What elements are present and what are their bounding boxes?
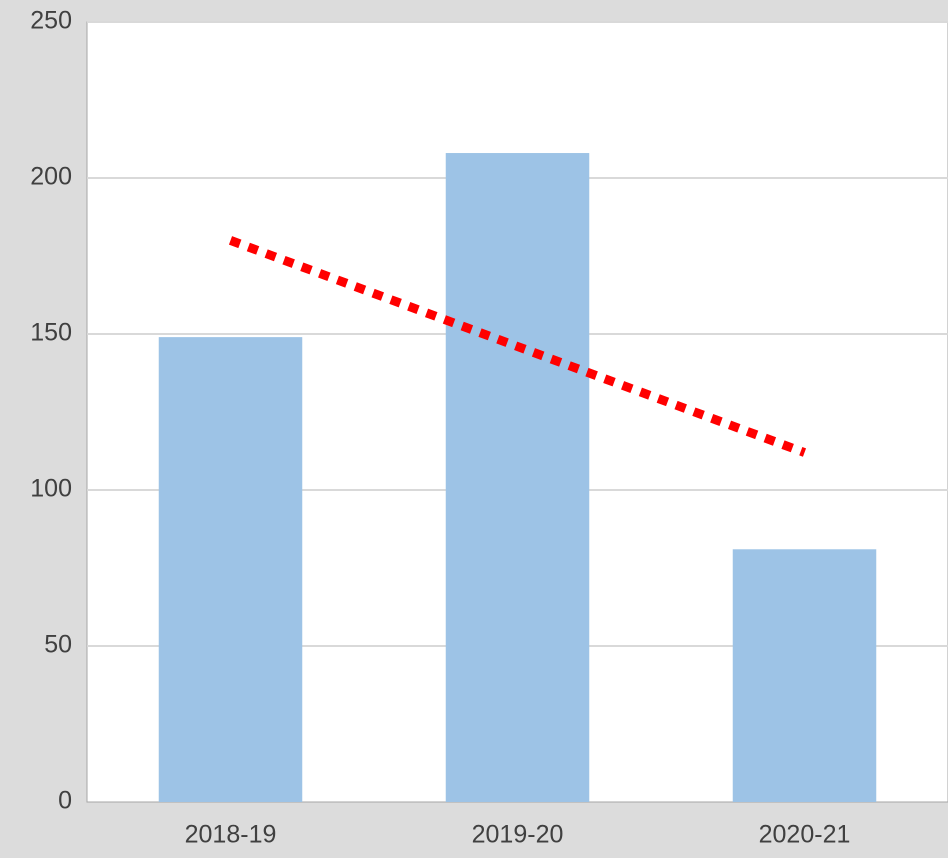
x-tick-label: 2020-21 [759, 821, 851, 849]
y-tick-label: 0 [58, 787, 72, 815]
bar [733, 549, 877, 802]
page: 0501001502002502018-192019-202020-21 (()… [0, 0, 948, 858]
chart: 0 50 100 150 200 250 2018-19 2019-20 2020-21 [0, 0, 948, 858]
y-tick-label: 150 [30, 319, 72, 347]
y-tick-label: 250 [30, 7, 72, 35]
bar [446, 153, 590, 802]
y-tick-label: 200 [30, 163, 72, 191]
x-tick-label: 2018-19 [185, 821, 277, 849]
y-tick-label: 100 [30, 475, 72, 503]
x-tick-label: 2019-20 [472, 821, 564, 849]
bar [159, 337, 303, 802]
y-tick-label: 50 [44, 631, 72, 659]
